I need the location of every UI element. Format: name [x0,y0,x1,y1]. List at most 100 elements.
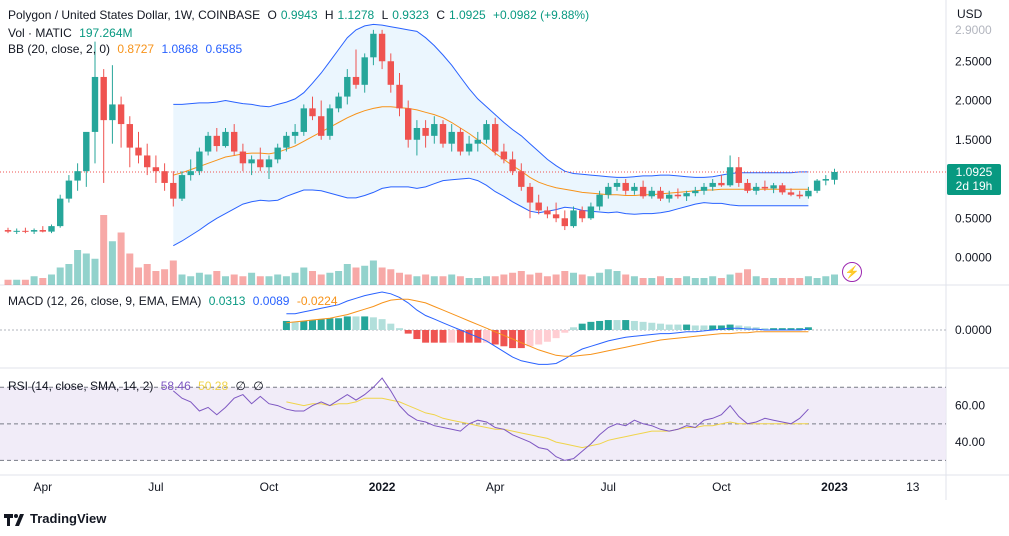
candle-body [622,182,629,191]
volume-bar [604,269,612,285]
volume-bar [282,276,290,285]
macd-hist-bar [535,330,543,345]
ohlc-open-label: O [267,8,277,22]
candle-body [291,131,299,136]
candle-body [761,186,769,189]
rsi-line [172,377,809,461]
macd-hist-bar [665,324,673,330]
volume-bar [674,278,682,285]
volume-bar [274,274,282,285]
volume-bar [56,267,64,285]
candle-body [204,135,212,152]
candle-body [344,76,351,97]
candle-body [474,139,481,144]
macd-hist-bar [396,328,403,330]
bb-lower-value: 0.6585 [205,42,243,56]
macd-hist-bar [291,321,299,330]
volume-bar [143,264,151,285]
macd-hist-bar [413,330,421,340]
candle-body [579,210,586,219]
candle-body [274,147,281,160]
volume-bar [613,271,621,285]
macd-hist-bar [335,318,343,330]
candle-body [413,127,421,140]
volume-bar [39,278,47,285]
macd-hist-bar [700,325,708,330]
rsi-label: RSI (14, close, SMA, 14, 2) [8,379,154,393]
price-tag: 1.0925 2d 19h [947,164,1001,195]
volume-bar [343,264,351,285]
candle-body [283,135,290,148]
volume-bar [161,269,169,285]
macd-hist-bar [604,320,612,330]
candle-body [222,131,229,147]
rsi-axis-label: 40.00 [955,435,985,449]
candle-body [126,124,133,148]
candle-body [144,155,151,168]
ohlc-high: 1.1278 [337,8,375,22]
macd-hist-bar [361,316,369,330]
bb-lower-line [173,177,809,247]
volume-bar [561,271,569,285]
volume-bar [317,274,325,285]
candle-body [509,159,516,172]
volume-bar [500,274,508,285]
candle-body [439,124,447,144]
volume-bar [13,279,21,285]
ohlc-high-label: H [324,8,334,22]
currency-label: USD [957,7,983,21]
candle-body [48,226,55,232]
bb-label: BB (20, close, 2, 0) [8,42,111,56]
macd-hist-bar [796,328,804,330]
candle-body [135,147,142,156]
candle-body [518,171,525,187]
volume-bar [300,267,308,285]
price-tag-countdown: 2d 19h [955,179,993,193]
macd-hist-bar [404,330,412,334]
macd-hist-bar [561,330,569,333]
volume-bar [761,278,769,285]
volume-bar [100,215,108,285]
candle-body [387,61,394,85]
ohlc-low: 0.9323 [392,8,429,22]
ohlc-low-label: L [381,8,389,22]
volume-bar [91,258,99,285]
candle-body [396,84,403,109]
candle-body [535,202,542,211]
macd-hist-bar [552,330,560,339]
macd-hist-bar [439,330,447,343]
macd-hist-bar [309,320,316,330]
macd-hist-bar [787,328,795,330]
volume-bar [108,241,116,285]
macd-signal-value: -0.0224 [296,294,338,308]
volume-bar [657,276,664,285]
tradingview-logo[interactable]: TradingView [4,511,106,526]
volume-bar [396,272,403,285]
ohlc-open: 0.9943 [280,8,318,22]
candle-body [831,171,838,180]
rsi-axis-label: 60.00 [955,399,985,413]
volume-bar [82,253,90,285]
price-axis-label-clipped: 2.9000 [955,23,992,37]
alert-bolt-icon[interactable]: ⚡ [842,262,862,282]
macd-hist-bar [778,328,786,330]
macd-hist-bar [770,328,778,330]
candle-body [709,182,716,187]
volume-bar [152,271,160,285]
volume-bar [683,276,691,285]
volume-bar [665,278,673,285]
time-axis-label: Oct [260,480,279,494]
macd-signal-line [286,298,809,357]
volume-bar [352,267,360,285]
candle-body [674,194,682,197]
volume-bar [187,276,195,285]
time-axis-label: 2023 [821,480,848,494]
macd-hist-bar [526,330,534,347]
volume-bar [691,278,699,285]
bb-legend: BB (20, close, 2, 0) 0.8727 1.0868 0.658… [8,42,246,56]
volume-bar [48,274,55,285]
volume-bar [430,276,438,285]
price-axis-label: 2.5000 [955,54,992,68]
candle-body [213,135,220,147]
